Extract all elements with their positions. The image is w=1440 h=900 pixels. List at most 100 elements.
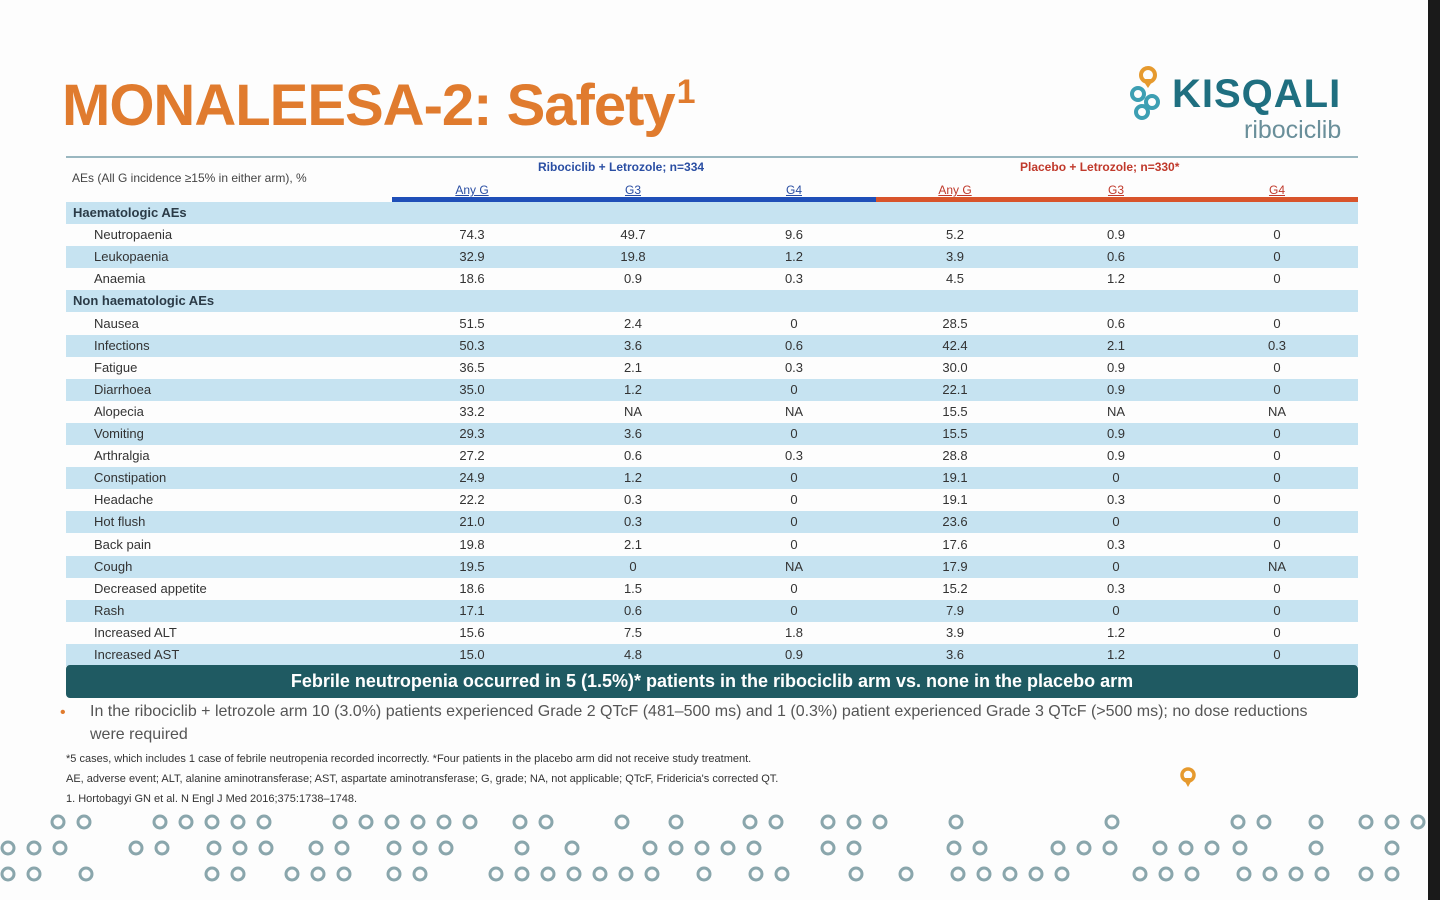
pin-glyph <box>256 814 272 830</box>
ribociclib-g3-cell: 49.7 <box>620 227 646 243</box>
pin-glyph <box>540 866 556 882</box>
placebo-g3-cell: 1.2 <box>1106 647 1126 662</box>
pin-glyph <box>774 866 790 882</box>
arm-ribociclib-header: Ribociclib + Letrozole; n=334 <box>538 160 705 174</box>
ribociclib-g4-cell: 0.3 <box>784 359 804 375</box>
ribociclib-g3-cell: 7.5 <box>623 624 643 640</box>
table-row: Increased ALT 15.6 7.5 1.8 3.9 1.2 0 <box>66 622 1358 644</box>
ribociclib-g4-cell: 0.9 <box>784 647 804 662</box>
placebo-any-g-cell: 17.9 <box>942 558 968 574</box>
ribociclib-g4-cell: 1.2 <box>784 249 804 265</box>
pin-glyph <box>1384 814 1400 830</box>
ribociclib-g3-cell: 0.3 <box>623 492 643 508</box>
pin-glyph <box>538 814 554 830</box>
ae-label: Increased ALT <box>94 624 177 640</box>
pin-glyph <box>1132 866 1148 882</box>
section-row: Non haematologic AEs <box>66 290 1358 313</box>
placebo-g4-cell: 0 <box>1273 426 1281 441</box>
arm-placebo-header: Placebo + Letrozole; n=330* <box>1020 160 1180 174</box>
placebo-g4-cell: 0 <box>1273 381 1281 397</box>
ae-label: Anaemia <box>94 271 146 287</box>
table-row: Headache 22.2 0.3 0 19.1 0.3 0 <box>66 489 1358 511</box>
ae-label: Alopecia <box>94 403 144 419</box>
ribociclib-any-g-cell: 15.0 <box>459 647 485 662</box>
pin-glyph <box>768 814 784 830</box>
pin-glyph <box>308 840 324 856</box>
kisqali-logo: KISQALI ribociclib <box>1128 64 1348 144</box>
pin-glyph <box>0 866 16 882</box>
ae-label: Arthralgia <box>94 448 150 464</box>
placebo-any-g-cell: 3.9 <box>945 249 965 265</box>
pin-glyph <box>614 814 630 830</box>
ae-label: Hot flush <box>94 514 146 530</box>
table-row: Constipation 24.9 1.2 0 19.1 0 0 <box>66 467 1358 490</box>
pin-glyph <box>258 840 274 856</box>
pin-glyph <box>78 866 94 882</box>
ribociclib-g4-cell: 0 <box>790 536 798 552</box>
pin-glyph <box>1076 840 1092 856</box>
pin-glyph <box>1232 840 1248 856</box>
ribociclib-any-g-cell: 17.1 <box>459 602 485 618</box>
table-row: Diarrhoea 35.0 1.2 0 22.1 0.9 0 <box>66 378 1358 401</box>
ribociclib-g3-cell: 3.6 <box>623 426 643 441</box>
col-any-g-placebo: Any G <box>938 183 972 197</box>
pin-glyph <box>1308 814 1324 830</box>
table-row: Infections 50.3 3.6 0.6 42.4 2.1 0.3 <box>66 334 1358 357</box>
placebo-g4-cell: 0 <box>1273 536 1281 552</box>
pin-glyph <box>332 814 348 830</box>
pin-glyph <box>386 866 402 882</box>
placebo-g3-cell: 1.2 <box>1106 624 1126 640</box>
ribociclib-any-g-cell: 36.5 <box>459 359 485 375</box>
placebo-any-g-cell: 3.9 <box>945 624 965 640</box>
footnote-1: *5 cases, which includes 1 case of febri… <box>66 753 752 765</box>
table-row: Arthralgia 27.2 0.6 0.3 28.8 0.9 0 <box>66 445 1358 467</box>
footnote-abbreviations: AE, adverse event; ALT, alanine aminotra… <box>66 773 779 785</box>
logo-subtitle: ribociclib <box>1244 116 1342 144</box>
placebo-g3-cell: 0 <box>1112 558 1120 574</box>
pin-glyph <box>358 814 374 830</box>
ae-label: Decreased appetite <box>94 580 207 596</box>
ribociclib-g3-cell: 0.6 <box>623 448 643 464</box>
pin-glyph <box>1308 840 1324 856</box>
placebo-g3-cell: 0.3 <box>1106 580 1126 596</box>
ae-label: Headache <box>94 492 154 508</box>
pin-glyph <box>948 814 964 830</box>
ribociclib-any-g-cell: 50.3 <box>459 337 485 353</box>
pin-glyph <box>384 814 400 830</box>
col-any-g-ribociclib: Any G <box>455 183 489 197</box>
ae-label: Increased AST <box>94 647 180 662</box>
pin-glyph <box>1410 814 1426 830</box>
ribociclib-any-g-cell: 24.9 <box>459 470 485 486</box>
pin-glyph <box>50 814 66 830</box>
pin-glyph <box>1104 814 1120 830</box>
ribociclib-any-g-cell: 21.0 <box>459 514 485 530</box>
ribociclib-g3-cell: 1.5 <box>623 580 643 596</box>
placebo-g3-cell: NA <box>1106 403 1126 419</box>
pin-glyph <box>950 866 966 882</box>
pin-glyph <box>644 866 660 882</box>
ribociclib-g4-cell: 0.3 <box>784 271 804 287</box>
pin-glyph <box>820 840 836 856</box>
placebo-g3-cell: 0 <box>1112 602 1120 618</box>
ae-label: Constipation <box>94 470 167 486</box>
pin-glyph <box>284 866 300 882</box>
placebo-any-g-cell: 30.0 <box>942 359 968 375</box>
placebo-g4-cell: 0 <box>1273 580 1281 596</box>
ribociclib-any-g-cell: 74.3 <box>459 227 485 243</box>
ribociclib-any-g-cell: 19.8 <box>459 536 485 552</box>
pin-glyph <box>642 840 658 856</box>
pin-glyph <box>592 866 608 882</box>
pin-glyph <box>386 840 402 856</box>
table-row: Vomiting 29.3 3.6 0 15.5 0.9 0 <box>66 423 1358 445</box>
table-row: Increased AST 15.0 4.8 0.9 3.6 1.2 0 <box>66 644 1358 666</box>
placebo-g3-cell: 0.6 <box>1106 249 1126 265</box>
col-g3-placebo: G3 <box>1107 183 1124 197</box>
placebo-g4-cell: 0.3 <box>1267 337 1287 353</box>
pin-glyph <box>412 866 428 882</box>
pin-glyph <box>1314 866 1330 882</box>
placebo-g4-cell: 0 <box>1273 227 1281 243</box>
ribociclib-any-g-cell: 35.0 <box>459 381 485 397</box>
pin-glyph <box>1152 840 1168 856</box>
pin-glyph <box>178 814 194 830</box>
